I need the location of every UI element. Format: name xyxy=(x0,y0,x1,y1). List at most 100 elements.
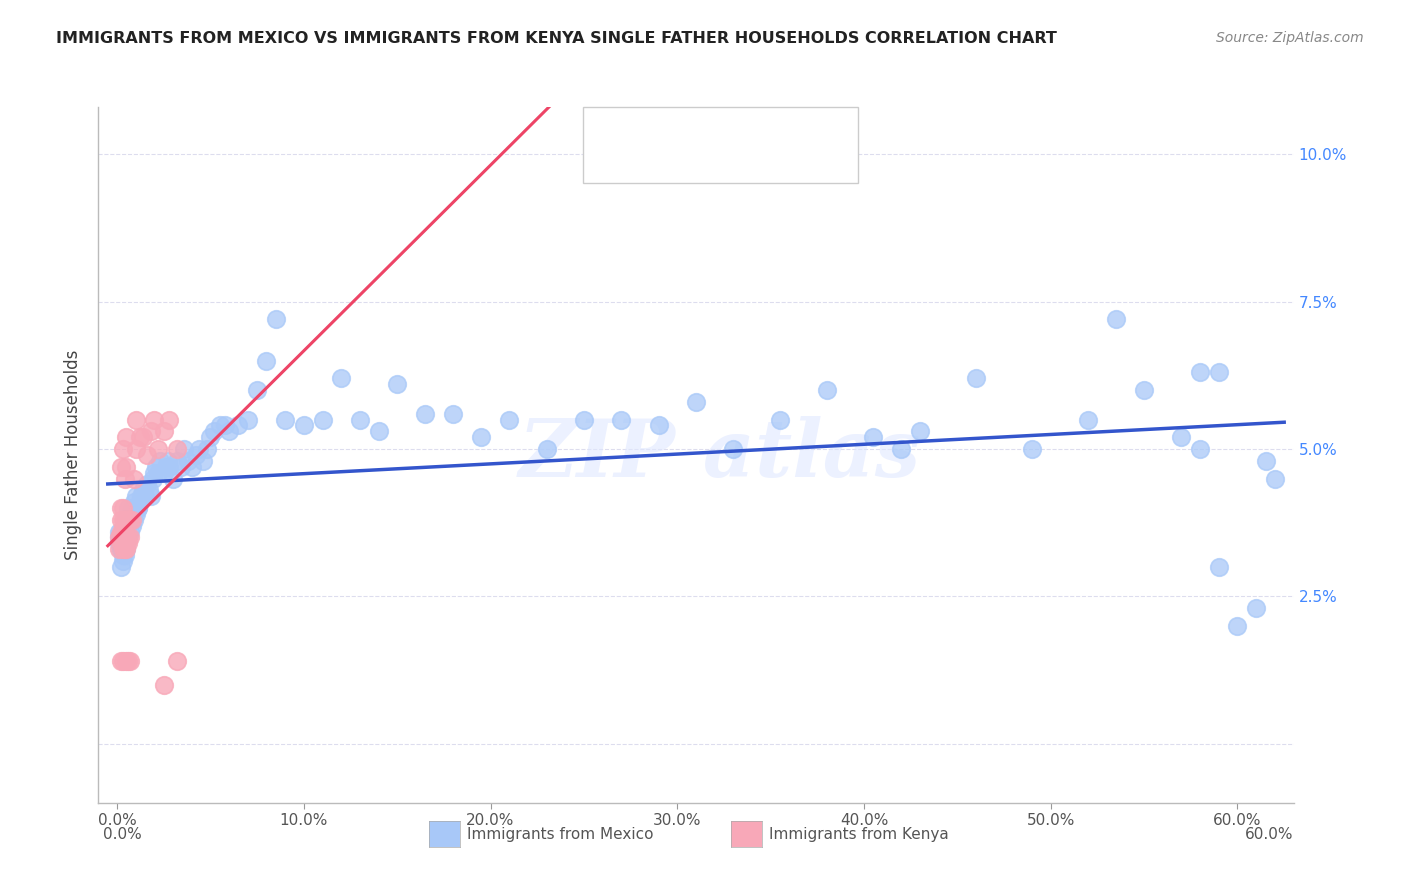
Point xyxy=(815,383,838,397)
Point xyxy=(292,418,315,433)
Point xyxy=(218,425,240,439)
Point xyxy=(173,442,195,456)
Point xyxy=(177,454,200,468)
Point xyxy=(114,548,136,562)
Text: 102: 102 xyxy=(773,115,806,133)
Point xyxy=(166,442,188,456)
Point xyxy=(152,466,174,480)
Point xyxy=(114,531,136,545)
Point xyxy=(311,412,333,426)
Point xyxy=(115,542,138,557)
Point xyxy=(385,377,409,392)
Point xyxy=(162,471,184,485)
Point xyxy=(111,513,134,527)
Point xyxy=(1077,412,1099,426)
Point xyxy=(862,430,884,444)
Point xyxy=(117,536,139,550)
Y-axis label: Single Father Households: Single Father Households xyxy=(65,350,83,560)
Point xyxy=(115,459,138,474)
Point xyxy=(191,454,214,468)
Point xyxy=(142,471,165,485)
Point xyxy=(349,412,371,426)
Point xyxy=(143,412,166,426)
Point xyxy=(1133,383,1156,397)
Point xyxy=(120,654,142,668)
Point xyxy=(330,371,353,385)
Text: IMMIGRANTS FROM MEXICO VS IMMIGRANTS FROM KENYA SINGLE FATHER HOUSEHOLDS CORRELA: IMMIGRANTS FROM MEXICO VS IMMIGRANTS FRO… xyxy=(56,31,1057,46)
Point xyxy=(246,383,269,397)
Point xyxy=(122,495,145,509)
Point xyxy=(1189,442,1212,456)
Point xyxy=(122,513,145,527)
Text: Source: ZipAtlas.com: Source: ZipAtlas.com xyxy=(1216,31,1364,45)
Point xyxy=(148,442,170,456)
Point xyxy=(115,542,138,557)
Point xyxy=(200,430,222,444)
Point xyxy=(111,500,134,515)
Point xyxy=(723,442,745,456)
Point xyxy=(127,500,149,515)
Point xyxy=(134,489,156,503)
Point xyxy=(115,531,138,545)
Point xyxy=(236,412,259,426)
Text: R =: R = xyxy=(630,149,666,167)
Point xyxy=(184,448,207,462)
Point xyxy=(111,531,134,545)
Point xyxy=(121,500,143,515)
Point xyxy=(111,524,134,539)
Point xyxy=(188,442,211,456)
Point xyxy=(1264,471,1286,485)
Point xyxy=(110,531,132,545)
Point xyxy=(108,542,131,557)
Point xyxy=(647,418,669,433)
Point xyxy=(1226,619,1249,633)
Point xyxy=(169,459,191,474)
Text: Immigrants from Kenya: Immigrants from Kenya xyxy=(769,827,949,841)
Point xyxy=(117,654,139,668)
Point xyxy=(128,495,150,509)
Point xyxy=(156,454,179,468)
Point xyxy=(157,412,180,426)
Text: N =: N = xyxy=(731,115,768,133)
Point xyxy=(108,536,131,550)
Point xyxy=(166,654,188,668)
Point xyxy=(110,524,132,539)
Point xyxy=(125,412,148,426)
Point xyxy=(610,412,633,426)
Point xyxy=(1170,430,1192,444)
Point xyxy=(115,654,138,668)
Point xyxy=(117,500,139,515)
Point xyxy=(470,430,492,444)
Text: ZIP atlas: ZIP atlas xyxy=(519,417,921,493)
Point xyxy=(122,471,145,485)
Point xyxy=(908,425,931,439)
Text: N =: N = xyxy=(731,149,768,167)
Point xyxy=(110,542,132,557)
Point xyxy=(111,554,134,568)
Point xyxy=(110,536,132,550)
Point xyxy=(180,459,202,474)
Point xyxy=(115,513,138,527)
Point xyxy=(108,531,131,545)
Point xyxy=(111,654,134,668)
Point xyxy=(114,542,136,557)
Point xyxy=(769,412,792,426)
Point xyxy=(108,531,131,545)
Point xyxy=(121,513,143,527)
Point xyxy=(139,425,162,439)
Point xyxy=(136,448,159,462)
Point xyxy=(256,353,278,368)
Point xyxy=(121,518,143,533)
Point xyxy=(114,513,136,527)
Point xyxy=(685,395,707,409)
Point xyxy=(111,524,134,539)
Point xyxy=(195,442,218,456)
Point xyxy=(139,489,162,503)
Text: Immigrants from Mexico: Immigrants from Mexico xyxy=(467,827,654,841)
Point xyxy=(110,654,132,668)
Point xyxy=(125,442,148,456)
Point xyxy=(110,560,132,574)
Point xyxy=(536,442,558,456)
Point xyxy=(413,407,436,421)
Point xyxy=(1244,601,1267,615)
